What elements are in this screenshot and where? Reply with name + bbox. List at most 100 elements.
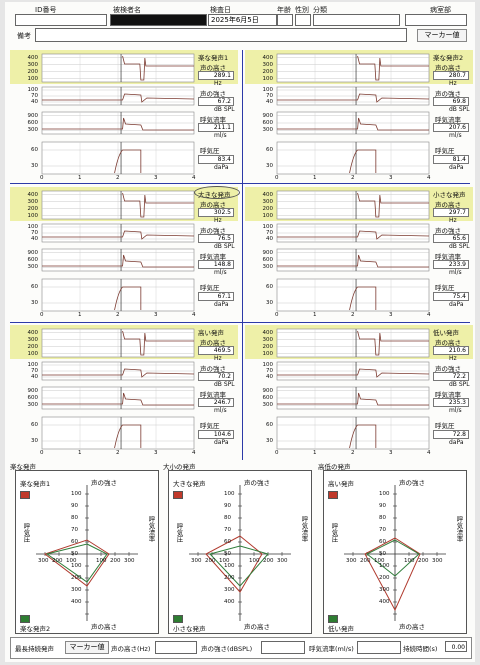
radar-vert-tick: 100 <box>71 491 82 497</box>
y-tick-label: 60 <box>266 147 273 153</box>
axis-label-flow: 呼気流率 <box>147 516 155 542</box>
waveform-graph <box>41 328 195 450</box>
intensity-label: 声の強さ <box>435 90 461 98</box>
class-field[interactable] <box>313 14 400 26</box>
axis-label-pitch: 声の高さ <box>91 623 117 631</box>
radar-vert-tick: 70 <box>224 527 231 533</box>
footer-marker-button[interactable]: マーカー値 <box>65 641 109 654</box>
y-tick-label: 60 <box>31 147 38 153</box>
radar-horiz-tick: 300 <box>346 558 357 564</box>
pitch-label: 声の高さ <box>200 201 226 209</box>
x-tick-label: 2 <box>116 312 120 318</box>
age-field[interactable] <box>277 14 293 26</box>
id-field[interactable] <box>15 14 107 26</box>
pitch-label: 声の高さ <box>435 201 461 209</box>
pitch-unit: Hz <box>214 355 222 362</box>
radar-horiz-tick: 200 <box>205 558 216 564</box>
y-tick-label: 900 <box>262 387 274 394</box>
radar-horiz-tick: 100 <box>374 558 385 564</box>
x-tick-label: 4 <box>192 175 196 181</box>
x-tick-label: 4 <box>192 450 196 456</box>
notes-field[interactable] <box>35 28 407 42</box>
flow-value: 235.3 <box>433 398 469 407</box>
pitch-value: 302.5 <box>198 208 234 217</box>
radar-horiz-tick: 200 <box>360 558 371 564</box>
waveform-panel: 400 300 200 100 100 70 40 900 600 300 60 30 0 1 2 3 4 小さな… <box>245 187 473 319</box>
pressure-unit: daPa <box>214 439 229 446</box>
x-tick-label: 3 <box>389 450 393 456</box>
axis-label-pitch: 声の高さ <box>399 623 425 631</box>
radar-vert-tick: 400 <box>224 599 235 605</box>
y-tick-label: 300 <box>262 402 274 409</box>
sex-field[interactable] <box>295 14 311 26</box>
y-tick-label: 600 <box>27 395 39 401</box>
y-tick-label: 100 <box>262 87 274 93</box>
radar-horiz-tick: 300 <box>124 558 135 564</box>
name-field-redacted[interactable] <box>110 14 207 26</box>
radar-vert-tick: 400 <box>379 599 390 605</box>
radar-title: 大小の発声 <box>163 463 196 471</box>
axis-label-intensity: 声の強さ <box>244 479 270 487</box>
axis-label-pressure: 呼気圧 <box>22 523 30 543</box>
radar-horiz-tick: 200 <box>418 558 429 564</box>
y-tick-label: 60 <box>31 422 38 428</box>
flow-unit: ml/s <box>214 269 227 276</box>
y-tick-label: 300 <box>27 336 39 343</box>
flow-unit: ml/s <box>449 269 462 276</box>
footer-duration-field[interactable]: 0.00 <box>445 641 467 652</box>
y-tick-label: 400 <box>27 191 39 198</box>
y-tick-label: 900 <box>262 249 274 256</box>
radar-chart: 楽な発声1 楽な発声2 声の強さ 声の高さ 呼気圧 呼気流率 100 90 80 70 60 50 10… <box>15 470 159 634</box>
x-tick-label: 2 <box>116 175 120 181</box>
y-tick-label: 30 <box>266 438 273 444</box>
y-tick-label: 40 <box>266 99 273 105</box>
vertical-divider <box>242 50 243 460</box>
x-tick-label: 0 <box>40 450 44 456</box>
y-tick-label: 70 <box>266 368 273 374</box>
pressure-value: 67.1 <box>198 292 234 301</box>
y-tick-label: 300 <box>262 264 274 271</box>
ward-field[interactable] <box>405 14 467 26</box>
radar-vert-tick: 200 <box>224 575 235 581</box>
longest-phonation-label: 最長持続発声 <box>15 645 54 653</box>
radar-vert-tick: 100 <box>379 491 390 497</box>
footer-intensity-field[interactable] <box>261 641 305 654</box>
flow-value: 233.9 <box>433 260 469 269</box>
x-tick-label: 2 <box>351 312 355 318</box>
y-tick-label: 40 <box>266 374 273 380</box>
y-tick-label: 30 <box>266 300 273 306</box>
waveform-panel: 400 300 200 100 100 70 40 900 600 300 60 30 0 1 2 3 4 高い発… <box>10 325 238 457</box>
pressure-label: 呼気圧 <box>200 284 220 292</box>
flow-label: 呼気流率 <box>435 391 461 399</box>
radar-vert-tick: 70 <box>71 527 78 533</box>
radar-horiz-tick: 300 <box>432 558 443 564</box>
horizontal-divider-1 <box>10 183 470 184</box>
axis-label-pitch: 声の高さ <box>244 623 270 631</box>
intensity-label: 声の強さ <box>435 227 461 235</box>
marker-value-button[interactable]: マーカー値 <box>417 29 467 42</box>
radar-vert-tick: 60 <box>71 539 78 545</box>
y-tick-label: 300 <box>262 127 274 134</box>
flow-unit: ml/s <box>449 407 462 414</box>
footer-intensity-label: 声の強さ(dBSPL) <box>201 645 253 653</box>
radar-title: 楽な発声 <box>10 463 36 471</box>
horizontal-divider-2 <box>10 322 470 323</box>
radar-vert-tick: 100 <box>224 491 235 497</box>
y-tick-label: 400 <box>262 54 274 61</box>
x-tick-label: 0 <box>40 312 44 318</box>
y-tick-label: 300 <box>262 198 274 205</box>
footer-flow-field[interactable] <box>357 641 401 654</box>
legend-top-label: 高い発声 <box>328 480 354 488</box>
x-tick-label: 1 <box>313 175 317 181</box>
x-tick-label: 3 <box>389 175 393 181</box>
pressure-unit: daPa <box>449 164 464 171</box>
pressure-label: 呼気圧 <box>435 147 455 155</box>
radar-horiz-tick: 200 <box>110 558 121 564</box>
y-tick-label: 70 <box>31 368 38 374</box>
y-tick-label: 30 <box>266 163 273 169</box>
date-field[interactable]: 2025年6月5日 <box>208 14 277 26</box>
waveform-panel: 400 300 200 100 100 70 40 900 600 300 60 30 0 1 2 3 4 楽な発… <box>245 50 473 182</box>
footer-pitch-field[interactable] <box>155 641 197 654</box>
pitch-value: 469.5 <box>198 346 234 355</box>
y-tick-label: 400 <box>27 54 39 61</box>
